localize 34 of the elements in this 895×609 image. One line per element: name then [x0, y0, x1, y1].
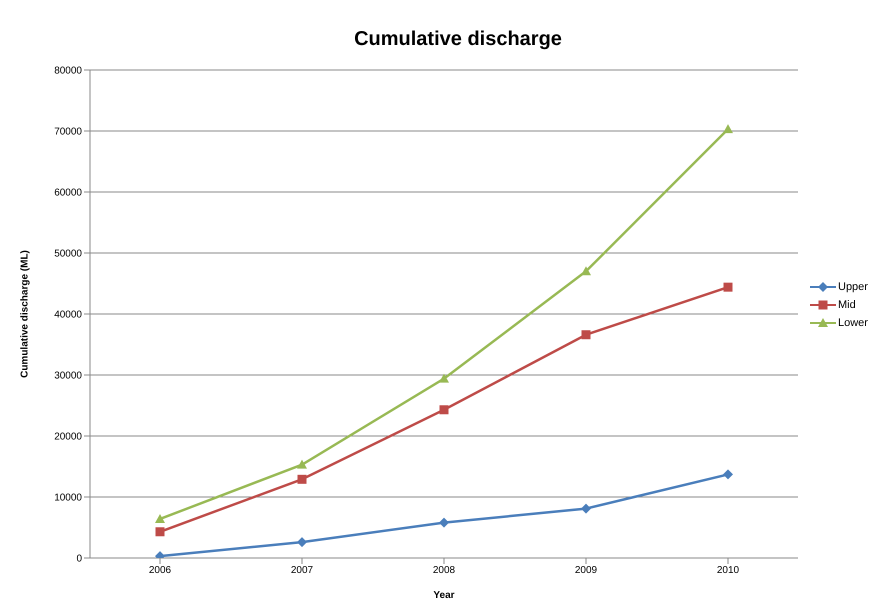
- x-tick-label: 2006: [148, 565, 172, 576]
- chart-title: Cumulative discharge: [353, 28, 563, 51]
- x-tick-label: 2007: [290, 565, 314, 576]
- point: [723, 469, 733, 480]
- y-tick-label: 80000: [54, 66, 82, 77]
- point: [155, 514, 165, 523]
- legend-label: Upper: [838, 281, 868, 293]
- point: [724, 282, 732, 292]
- y-tick-label: 0: [76, 554, 82, 565]
- y-tick-label: 30000: [54, 370, 82, 382]
- point: [156, 527, 164, 536]
- legend-label: Mid: [838, 299, 856, 311]
- point: [439, 518, 449, 528]
- point: [297, 537, 307, 548]
- legend-label: Lower: [838, 317, 868, 329]
- point: [297, 460, 307, 469]
- point: [723, 124, 733, 134]
- y-tick-label: 20000: [54, 432, 82, 443]
- point: [582, 330, 590, 340]
- point: [439, 374, 449, 383]
- point: [440, 405, 448, 414]
- y-tick-label: 50000: [54, 248, 82, 260]
- x-tick-label: 2008: [432, 565, 456, 576]
- point: [581, 266, 591, 276]
- x-tick-label: 2010: [716, 565, 740, 576]
- y-axis-title: Cumulative discharge (ML): [20, 250, 31, 378]
- y-tick-label: 10000: [54, 492, 82, 504]
- point: [298, 474, 306, 484]
- point: [581, 504, 591, 514]
- y-tick-label: 70000: [54, 126, 82, 138]
- y-tick-label: 60000: [54, 188, 82, 199]
- x-axis-title: Year: [433, 590, 455, 601]
- x-tick-label: 2009: [574, 565, 598, 576]
- y-tick-label: 40000: [54, 310, 82, 321]
